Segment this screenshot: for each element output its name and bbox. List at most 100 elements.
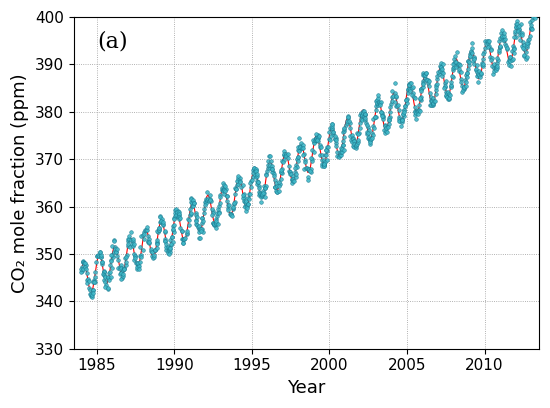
Point <box>338 148 346 155</box>
Point <box>195 235 204 241</box>
Point <box>98 258 107 265</box>
Point <box>444 95 453 102</box>
Point <box>158 219 167 226</box>
Point <box>527 22 536 28</box>
Point <box>81 259 90 266</box>
Point <box>219 179 228 186</box>
Point <box>451 53 460 59</box>
Point <box>508 48 516 55</box>
Point <box>109 249 118 255</box>
Point <box>231 191 240 197</box>
Point <box>384 121 393 127</box>
Point <box>275 182 284 189</box>
Point <box>355 130 364 137</box>
Point <box>99 271 108 277</box>
Point <box>466 50 475 57</box>
Point <box>353 130 362 137</box>
Point <box>230 198 239 205</box>
Point <box>217 185 226 191</box>
Point <box>404 81 413 87</box>
Point <box>512 33 520 40</box>
Point <box>500 30 509 36</box>
Point <box>529 14 538 20</box>
Point <box>205 197 214 204</box>
Point <box>520 51 529 58</box>
Point <box>180 235 189 242</box>
Point <box>201 200 210 206</box>
Point <box>232 186 240 192</box>
Point <box>168 239 177 245</box>
Point <box>87 292 96 298</box>
Point <box>505 53 514 60</box>
Point <box>144 239 152 246</box>
Point <box>188 200 196 206</box>
Point <box>457 82 466 89</box>
Point <box>406 88 415 95</box>
Point <box>78 264 86 270</box>
Point <box>117 270 125 277</box>
Point <box>103 286 112 293</box>
Point <box>498 37 507 44</box>
Point <box>409 89 417 96</box>
Point <box>472 69 481 75</box>
Point <box>398 117 407 123</box>
Point <box>200 210 208 217</box>
Point <box>419 83 427 90</box>
Point <box>322 147 331 153</box>
Point <box>345 120 354 126</box>
Point <box>188 197 197 203</box>
Point <box>289 175 298 182</box>
Point <box>344 115 353 121</box>
Point <box>265 164 274 171</box>
Point <box>395 118 404 125</box>
Point <box>157 219 166 225</box>
Point <box>338 142 347 149</box>
Point <box>383 124 392 130</box>
Point <box>264 162 273 169</box>
Point <box>289 177 298 184</box>
Point <box>122 253 130 260</box>
Point <box>273 182 282 189</box>
Point <box>403 90 412 96</box>
Point <box>94 252 102 258</box>
Point <box>243 201 252 208</box>
Point <box>191 209 200 216</box>
Point <box>361 112 370 118</box>
Point <box>507 63 515 69</box>
Point <box>296 144 305 151</box>
Point <box>368 122 377 129</box>
Point <box>249 165 258 172</box>
Point <box>449 65 458 71</box>
Point <box>489 71 498 78</box>
Point <box>287 171 295 177</box>
Point <box>391 99 400 105</box>
Point <box>402 100 411 106</box>
Point <box>314 133 323 140</box>
Point <box>101 279 109 286</box>
Point <box>513 20 521 27</box>
Point <box>436 60 445 66</box>
Point <box>309 149 318 155</box>
Point <box>255 190 264 197</box>
Point <box>467 49 476 55</box>
Point <box>129 251 138 257</box>
Point <box>333 149 342 155</box>
Point <box>515 32 524 38</box>
Point <box>100 272 108 278</box>
Point <box>166 246 174 252</box>
Point <box>79 260 88 266</box>
Point <box>407 80 416 86</box>
Point <box>322 157 331 164</box>
Point <box>288 180 296 186</box>
Point <box>422 70 431 76</box>
Point <box>186 195 195 202</box>
Point <box>382 128 390 134</box>
Point <box>426 90 434 96</box>
Point <box>291 174 300 180</box>
Point <box>316 152 324 159</box>
Point <box>373 99 382 106</box>
Point <box>269 169 278 175</box>
Point <box>510 46 519 52</box>
Point <box>273 188 282 195</box>
Point <box>519 45 528 52</box>
